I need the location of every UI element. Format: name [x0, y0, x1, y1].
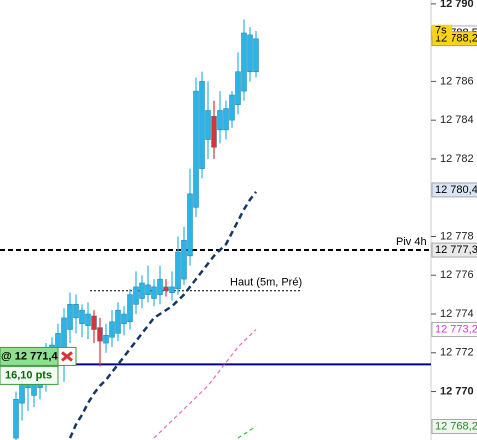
- candle-body: [199, 81, 205, 169]
- y-tick-label: 12 774: [440, 308, 474, 320]
- price-tag: [431, 322, 477, 337]
- candle-body: [133, 286, 139, 305]
- candle-body: [205, 110, 211, 140]
- candle-body: [229, 94, 235, 121]
- candle-body: [175, 251, 181, 290]
- candle-body: [109, 321, 115, 338]
- candle-body: [157, 278, 163, 295]
- close-icon[interactable]: [61, 351, 73, 362]
- moving-average: [237, 425, 257, 439]
- candle-body: [223, 108, 229, 131]
- candle-body: [187, 193, 193, 257]
- y-tick-label: 12 784: [440, 114, 474, 126]
- y-tick-label: 12 790: [440, 0, 474, 10]
- candle-body: [235, 71, 241, 105]
- candle-body: [151, 286, 157, 299]
- level-label: Piv 4h: [396, 236, 427, 248]
- candle-body: [181, 240, 187, 280]
- candle-body: [169, 286, 175, 293]
- price-tag-label: 12 780,4: [435, 184, 477, 196]
- price-tag: [431, 182, 477, 198]
- y-tick-label: 12 782: [440, 153, 474, 165]
- candle-body: [163, 286, 169, 291]
- level-label: Haut (5m, Pré): [230, 277, 302, 289]
- candle-body: [91, 315, 97, 330]
- candle-body: [193, 90, 199, 208]
- candle-body: [241, 32, 247, 92]
- y-tick-label: 12 772: [440, 347, 474, 359]
- candle-body: [85, 313, 91, 326]
- candle-body: [247, 34, 253, 72]
- moving-average: [68, 191, 257, 439]
- candle-body: [67, 304, 73, 330]
- y-tick-label: 12 776: [440, 269, 474, 281]
- price-tag: [431, 242, 477, 258]
- candle-body: [127, 294, 133, 323]
- candle-body: [73, 304, 79, 319]
- candle-body: [115, 309, 121, 334]
- price-tag: [431, 419, 477, 434]
- price-tag-label: 12 777,3: [435, 244, 477, 256]
- candle-body: [79, 309, 85, 324]
- price-tag-label: 12 773,2: [435, 323, 477, 335]
- candle-body: [13, 399, 19, 439]
- y-tick-label: 12 778: [440, 230, 474, 242]
- candle-body: [139, 282, 145, 299]
- y-tick-label: 12 770: [440, 385, 474, 397]
- y-tick-label: 12 786: [440, 75, 474, 87]
- candle-body: [103, 335, 109, 344]
- candle-body: [253, 38, 259, 72]
- moving-average: [153, 329, 257, 439]
- position-entry: @ 12 771,4: [1, 350, 58, 362]
- timer-label: 7s: [435, 25, 447, 37]
- timer-badge: [432, 24, 452, 36]
- candle-body: [211, 116, 217, 148]
- candle-body: [97, 327, 103, 342]
- price-tag-label: 12 768,2: [435, 420, 477, 432]
- candle-body: [217, 110, 223, 131]
- candle-body: [121, 313, 127, 324]
- candle-body: [145, 284, 151, 295]
- profit-box: [0, 365, 59, 385]
- position-profit: 16,10 pts: [5, 369, 52, 381]
- candle-body: [19, 383, 25, 404]
